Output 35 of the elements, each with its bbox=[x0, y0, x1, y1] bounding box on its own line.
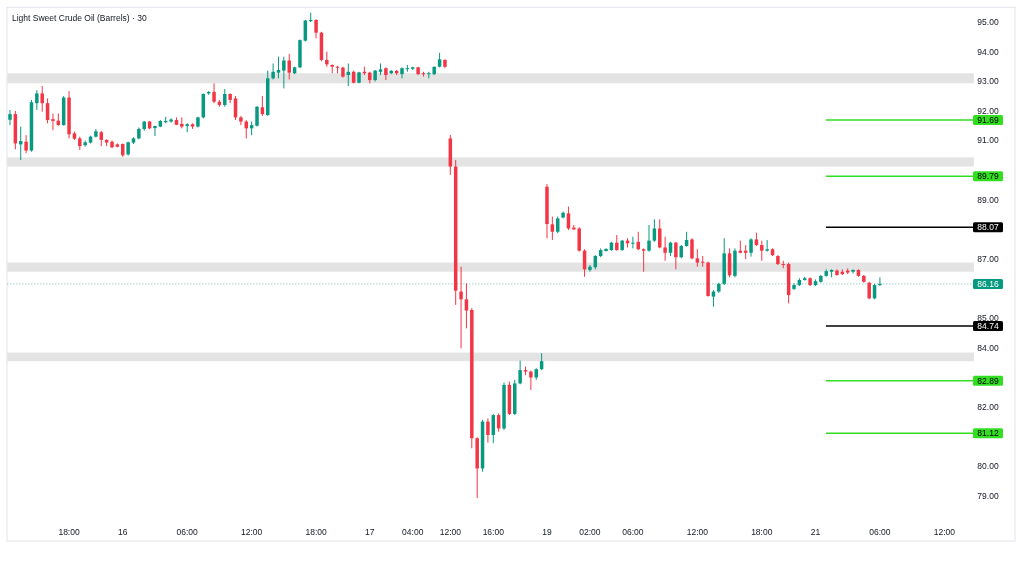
ref-line-label: 89.79 bbox=[977, 171, 999, 182]
y-tick-label: 87.00 bbox=[977, 253, 999, 264]
x-tick-label: 19 bbox=[542, 527, 552, 537]
ref-line-label: 82.89 bbox=[977, 375, 999, 386]
x-tick-label: 12:00 bbox=[933, 527, 956, 537]
y-tick-label: 95.00 bbox=[977, 16, 999, 27]
y-tick-label: 82.00 bbox=[977, 402, 999, 413]
x-tick-label: 02:00 bbox=[579, 527, 601, 537]
x-tick-label: 04:00 bbox=[402, 527, 424, 537]
y-tick-label: 91.00 bbox=[977, 135, 999, 146]
x-tick-label: 16:00 bbox=[482, 527, 505, 537]
y-tick-label: 80.00 bbox=[977, 461, 999, 472]
y-tick-label: 93.00 bbox=[977, 76, 999, 87]
y-tick-label: 79.00 bbox=[977, 490, 999, 501]
ref-line-label: 81.12 bbox=[977, 428, 999, 439]
y-tick-label: 84.00 bbox=[977, 342, 999, 353]
ref-line-label: 86.16 bbox=[977, 278, 999, 289]
x-tick-label: 18:00 bbox=[305, 527, 327, 537]
y-tick-label: 89.00 bbox=[977, 194, 999, 205]
ref-line-label: 91.69 bbox=[977, 115, 999, 126]
x-tick-label: 18:00 bbox=[751, 527, 773, 537]
x-tick-label: 12:00 bbox=[686, 527, 709, 537]
y-tick-label: 94.00 bbox=[977, 46, 999, 57]
ref-line-label: 88.07 bbox=[977, 222, 999, 233]
x-tick-label: 12:00 bbox=[240, 527, 263, 537]
x-tick-label: 06:00 bbox=[869, 527, 891, 537]
x-tick-label: 16 bbox=[118, 527, 128, 537]
x-tick-label: 18:00 bbox=[58, 527, 80, 537]
x-tick-label: 12:00 bbox=[439, 527, 462, 537]
x-tick-label: 21 bbox=[810, 527, 821, 537]
text: Light Sweet Crude Oil (Barrels) · 30 bbox=[12, 13, 147, 23]
x-tick-label: 06:00 bbox=[176, 527, 199, 537]
x-tick-label: 17 bbox=[365, 527, 375, 537]
y-tick-label: 92.00 bbox=[977, 105, 999, 116]
x-tick-label: 06:00 bbox=[622, 527, 644, 537]
